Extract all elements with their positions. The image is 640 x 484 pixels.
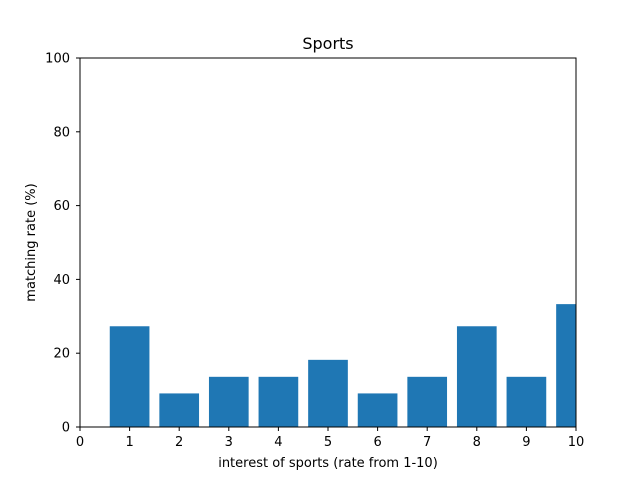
x-tick-label: 7: [423, 435, 431, 450]
x-tick-label: 4: [274, 435, 282, 450]
x-tick-label: 0: [76, 435, 84, 450]
x-tick-label: 6: [373, 435, 381, 450]
x-axis-ticks: 0 1 2 3 4 5 6 7 8 9 10: [76, 427, 584, 450]
x-tick-label: 1: [125, 435, 133, 450]
x-tick-label: 5: [324, 435, 332, 450]
x-tick-label: 9: [522, 435, 530, 450]
x-tick-label: 8: [473, 435, 481, 450]
y-tick-label: 100: [45, 52, 70, 67]
y-axis-ticks: 0 20 40 60 80 100: [45, 52, 80, 436]
y-axis-label: matching rate (%): [24, 183, 39, 301]
bar-2: [159, 393, 200, 427]
bar-4: [258, 376, 299, 427]
bar-7: [407, 376, 448, 427]
y-tick-label: 80: [53, 125, 70, 140]
y-tick-label: 20: [53, 347, 70, 362]
y-tick-label: 40: [53, 273, 70, 288]
x-tick-label: 10: [568, 435, 585, 450]
chart-title: Sports: [302, 34, 353, 53]
bar-8: [456, 326, 497, 427]
x-tick-label: 2: [175, 435, 183, 450]
x-tick-label: 3: [225, 435, 233, 450]
y-tick-label: 60: [53, 199, 70, 214]
bar-3: [208, 376, 249, 427]
bar-10: [556, 304, 576, 427]
bar-1: [109, 326, 150, 427]
bar-5: [308, 359, 348, 427]
y-tick-label: 0: [62, 421, 70, 436]
x-axis-label: interest of sports (rate from 1-10): [218, 456, 438, 471]
bars-layer: [109, 304, 576, 427]
bar-6: [357, 393, 398, 427]
bar-9: [506, 376, 547, 427]
